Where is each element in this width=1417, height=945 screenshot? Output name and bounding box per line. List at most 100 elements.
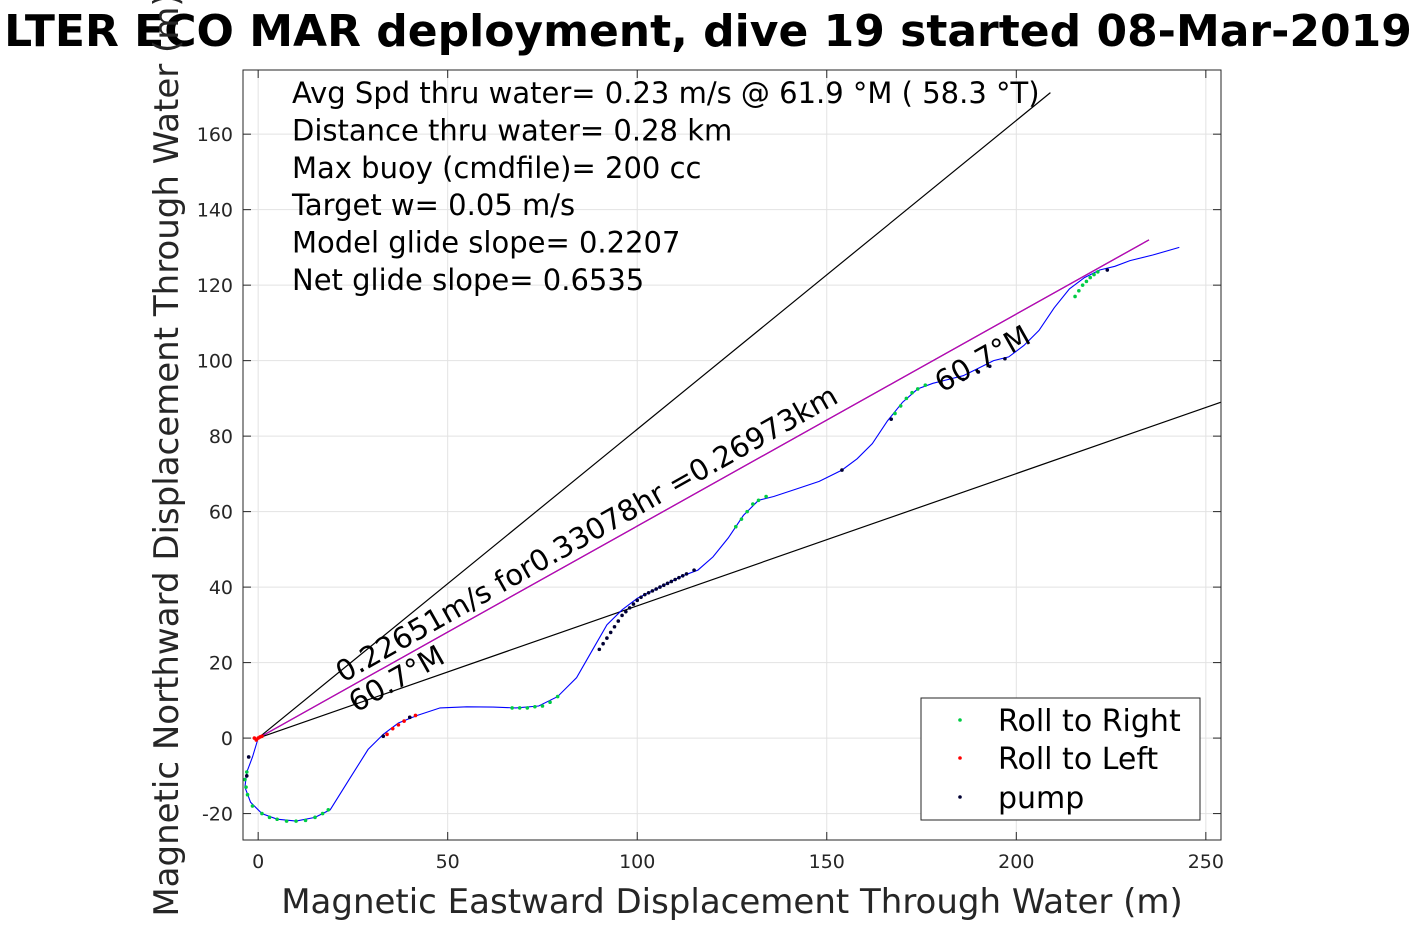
- reference-line-upper-bound: [257, 92, 1051, 739]
- marker-pump: [658, 585, 662, 589]
- legend-label-pump: pump: [998, 781, 1084, 816]
- marker-pump: [646, 590, 651, 595]
- legend-label-roll-right: Roll to Right: [998, 704, 1181, 739]
- info-max-buoy: Max buoy (cmdfile)= 200 cc: [292, 151, 701, 185]
- y-tick-label: 0: [221, 728, 233, 750]
- marker-roll-to-right: [320, 811, 325, 816]
- marker-pump: [976, 370, 981, 374]
- info-net-glide: Net glide slope= 0.6535: [292, 263, 644, 297]
- marker-pump: [643, 592, 647, 597]
- marker-roll-to-right: [555, 694, 560, 699]
- marker-roll-to-right: [525, 706, 530, 710]
- marker-roll-to-right: [915, 387, 920, 391]
- legend-box: [920, 697, 1201, 821]
- y-axis-label: Magnetic Northward Displacement Through …: [147, 0, 187, 917]
- marker-pump: [665, 581, 670, 586]
- marker-layer: [243, 268, 1110, 823]
- marker-pump: [684, 572, 689, 576]
- marker-roll-to-right: [1077, 289, 1081, 293]
- reference-lines: [257, 92, 1222, 739]
- y-tick-label: 100: [197, 351, 233, 373]
- x-tick-label: 250: [1188, 851, 1224, 873]
- marker-pump: [661, 583, 666, 588]
- heading-annotation-upper: 60.7°M: [929, 318, 1036, 399]
- marker-roll-to-right: [243, 777, 247, 782]
- marker-roll-to-right: [510, 706, 514, 710]
- marker-roll-to-right: [1088, 275, 1093, 280]
- marker-pump: [624, 609, 628, 614]
- marker-roll-to-right: [244, 785, 248, 789]
- marker-roll-to-left: [396, 723, 401, 727]
- marker-roll-to-right: [533, 704, 537, 709]
- marker-pump: [650, 589, 655, 593]
- marker-pump: [961, 377, 966, 382]
- marker-pump: [669, 579, 674, 584]
- marker-roll-to-right: [517, 706, 522, 710]
- marker-pump: [639, 595, 643, 600]
- x-tick-label: 0: [252, 851, 264, 873]
- marker-roll-to-right: [1092, 272, 1096, 277]
- marker-pump: [677, 575, 681, 580]
- marker-pump: [1003, 356, 1007, 361]
- marker-roll-to-right: [898, 404, 903, 408]
- marker-roll-to-right: [893, 411, 897, 416]
- marker-roll-to-left: [402, 719, 406, 723]
- marker-roll-to-right: [250, 804, 255, 808]
- legend-marker-pump: [958, 795, 962, 799]
- marker-roll-to-right: [1080, 283, 1085, 287]
- marker-pump: [597, 647, 602, 652]
- marker-roll-to-right: [756, 498, 761, 503]
- marker-roll-to-right: [260, 811, 264, 816]
- y-tick-label: 80: [209, 426, 233, 448]
- marker-roll-to-right: [284, 819, 289, 823]
- marker-roll-to-right: [751, 502, 755, 506]
- marker-pump: [840, 468, 844, 472]
- marker-pump: [620, 613, 624, 618]
- x-tick-label: 100: [619, 851, 655, 873]
- y-tick-label: 120: [197, 275, 233, 297]
- y-tick-label: 20: [209, 653, 233, 675]
- x-tick-label: 200: [998, 851, 1034, 873]
- info-target-w: Target w= 0.05 m/s: [291, 188, 575, 222]
- info-distance: Distance thru water= 0.28 km: [292, 113, 732, 147]
- legend: Roll to Right Roll to Left pump: [920, 697, 1201, 821]
- marker-roll-to-right: [267, 815, 272, 820]
- marker-roll-to-right: [904, 396, 909, 401]
- marker-pump: [692, 568, 696, 572]
- marker-pump: [635, 598, 640, 603]
- legend-marker-roll-left: [958, 756, 962, 760]
- marker-roll-to-right: [910, 390, 914, 395]
- marker-roll-to-left: [260, 734, 264, 739]
- reference-line-current-overlay: [257, 239, 1150, 739]
- marker-pump: [608, 630, 613, 635]
- info-text-block: Avg Spd thru water= 0.23 m/s @ 61.9 °M (…: [291, 76, 1040, 297]
- marker-roll-to-right: [739, 517, 744, 521]
- glider-track-line: [244, 246, 1180, 822]
- marker-pump: [601, 641, 605, 646]
- info-avg-speed: Avg Spd thru water= 0.23 m/s @ 61.9 °M (…: [292, 76, 1040, 110]
- marker-roll-to-right: [923, 383, 928, 387]
- marker-pump: [381, 734, 386, 739]
- marker-pump: [605, 636, 609, 640]
- marker-roll-to-right: [733, 524, 738, 529]
- marker-roll-to-right: [1096, 270, 1100, 274]
- marker-pump: [1105, 268, 1110, 272]
- marker-pump: [244, 774, 249, 778]
- track-layer: [244, 246, 1180, 822]
- axes-frame: [242, 69, 1222, 841]
- marker-roll-to-right: [294, 819, 298, 823]
- marker-pump: [889, 417, 894, 421]
- y-tick-label: 60: [209, 502, 233, 524]
- marker-roll-to-right: [303, 818, 308, 823]
- marker-roll-to-right: [245, 792, 250, 797]
- marker-pump: [612, 624, 617, 629]
- marker-pump: [246, 755, 251, 759]
- marker-pump: [631, 602, 636, 606]
- marker-roll-to-right: [313, 815, 317, 820]
- marker-roll-to-right: [540, 704, 545, 708]
- legend-marker-roll-right: [958, 718, 962, 722]
- marker-pump: [627, 606, 632, 610]
- info-model-glide: Model glide slope= 0.2207: [292, 226, 680, 260]
- y-tick-label: -20: [202, 804, 233, 826]
